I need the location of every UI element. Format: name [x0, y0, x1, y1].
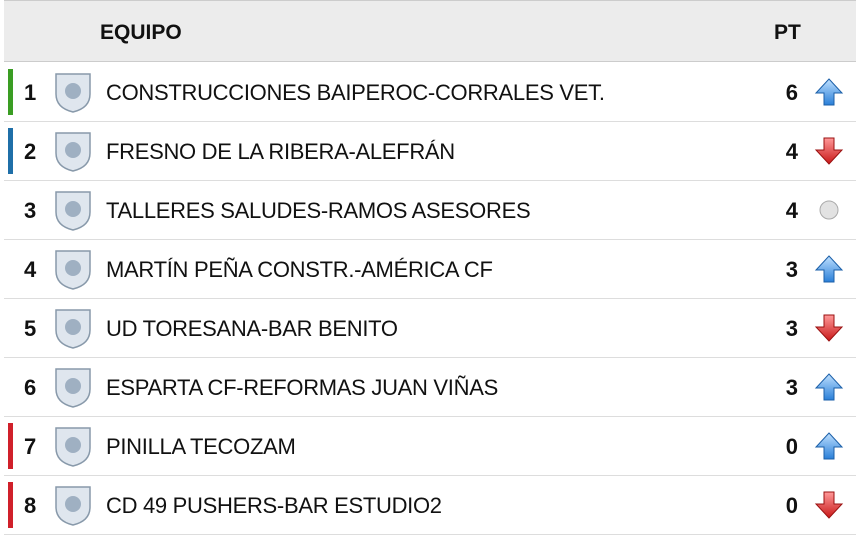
team-row: 3 TALLERES SALUDES-RAMOS ASESORES 4: [4, 181, 856, 240]
points: 3: [785, 316, 798, 341]
points: 0: [785, 493, 798, 518]
team-name: FRESNO DE LA RIBERA-ALEFRÁN: [106, 139, 455, 164]
position: 3: [24, 198, 37, 223]
trend-icon: [814, 431, 844, 466]
team-logo: [50, 306, 96, 355]
position-marker: [8, 423, 13, 469]
team-logo: [50, 188, 96, 237]
header-row: EQUIPO PT: [4, 0, 856, 62]
position: 5: [24, 316, 37, 341]
team-name: MARTÍN PEÑA CONSTR.-AMÉRICA CF: [106, 257, 493, 282]
team-name: PINILLA TECOZAM: [106, 434, 296, 459]
team-row: 1 CONSTRUCCIONES BAIPEROC-CORRALES VET. 6: [4, 63, 856, 122]
team-row: 4 MARTÍN PEÑA CONSTR.-AMÉRICA CF 3: [4, 240, 856, 299]
team-name: CD 49 PUSHERS-BAR ESTUDIO2: [106, 493, 442, 518]
team-row: 7 PINILLA TECOZAM 0: [4, 417, 856, 476]
trend-icon: [814, 136, 844, 171]
team-logo: [50, 365, 96, 414]
team-row: 6 ESPARTA CF-REFORMAS JUAN VIÑAS 3: [4, 358, 856, 417]
position-marker: [8, 128, 13, 174]
trend-icon: [814, 372, 844, 407]
points: 4: [785, 139, 798, 164]
team-logo: [50, 424, 96, 473]
team-row: 5 UD TORESANA-BAR BENITO 3: [4, 299, 856, 358]
team-name: CONSTRUCCIONES BAIPEROC-CORRALES VET.: [106, 80, 605, 105]
team-row: 8 CD 49 PUSHERS-BAR ESTUDIO2 0: [4, 476, 856, 535]
team-name: TALLERES SALUDES-RAMOS ASESORES: [106, 198, 531, 223]
points: 0: [785, 434, 798, 459]
team-logo: [50, 129, 96, 178]
points: 6: [785, 80, 798, 105]
team-name: ESPARTA CF-REFORMAS JUAN VIÑAS: [106, 375, 498, 400]
position-marker: [8, 69, 13, 115]
points-header: PT: [774, 21, 801, 44]
team-name: UD TORESANA-BAR BENITO: [106, 316, 398, 341]
trend-icon: [814, 490, 844, 525]
team-header: EQUIPO: [100, 21, 182, 44]
points: 4: [785, 198, 798, 223]
position: 7: [24, 434, 37, 459]
position: 2: [24, 139, 37, 164]
trend-icon: [814, 77, 844, 112]
position: 6: [24, 375, 37, 400]
position: 8: [24, 493, 37, 518]
team-logo: [50, 70, 96, 119]
position: 4: [24, 257, 37, 282]
standings-table: EQUIPO PT 1 CONSTRUCCIONES BAIPEROC-CORRA…: [4, 0, 856, 540]
team-logo: [50, 247, 96, 296]
trend-icon: [814, 313, 844, 348]
position-marker: [8, 482, 13, 528]
points: 3: [785, 257, 798, 282]
team-row: 2 FRESNO DE LA RIBERA-ALEFRÁN 4: [4, 122, 856, 181]
trend-icon: [814, 195, 844, 230]
position: 1: [24, 80, 37, 105]
team-logo: [50, 483, 96, 532]
trend-icon: [814, 254, 844, 289]
points: 3: [785, 375, 798, 400]
